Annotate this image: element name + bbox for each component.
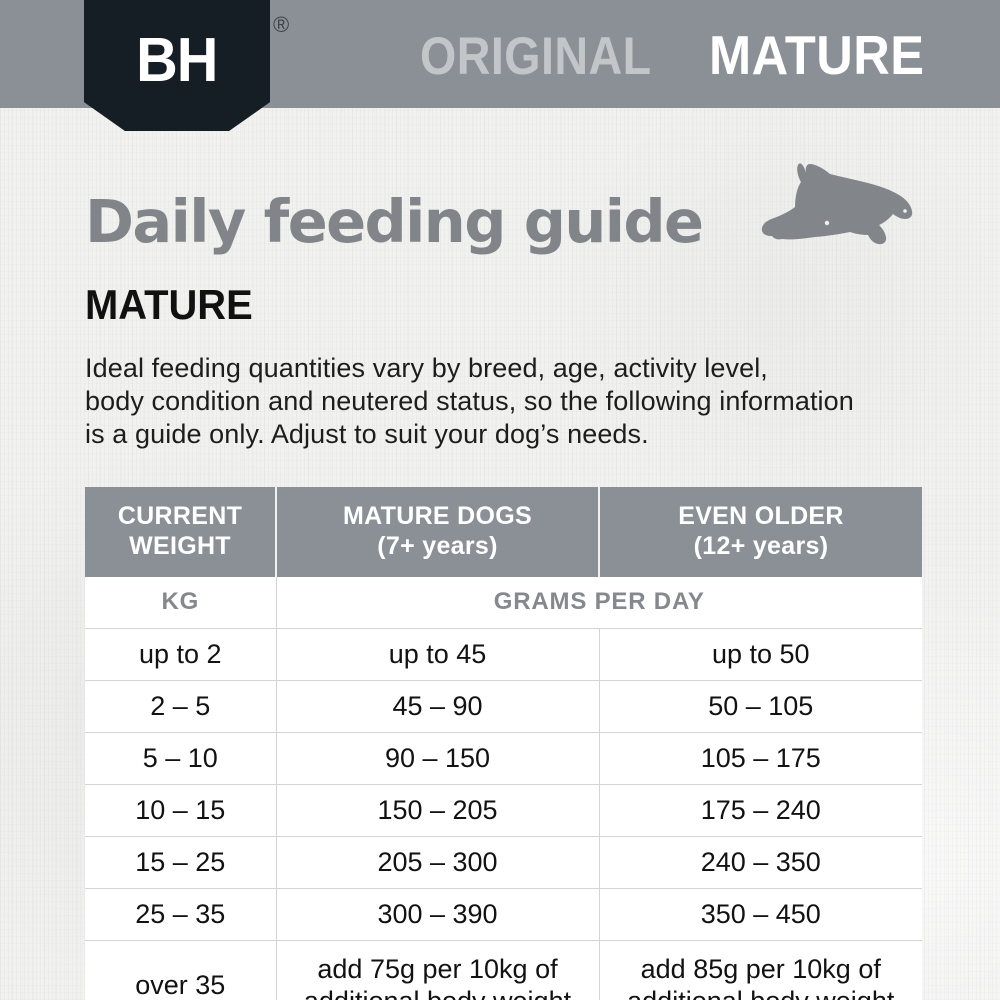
table-row: 15 – 25 205 – 300 240 – 350	[85, 836, 922, 889]
intro-line-2: body condition and neutered status, so t…	[85, 386, 854, 416]
registered-trademark-icon: ®	[273, 12, 290, 37]
product-variant-label: MATURE	[709, 24, 925, 86]
column-header-line-2: (7+ years)	[377, 532, 498, 560]
cell-mature: add 75g per 10kg of additional body weig…	[276, 940, 600, 1000]
cell-mature: 300 – 390	[276, 888, 600, 941]
column-header-line-1: CURRENT	[117, 502, 243, 530]
cell-weight: 25 – 35	[85, 888, 277, 941]
column-header-current-weight: CURRENT WEIGHT	[85, 487, 277, 577]
intro-line-1: Ideal feeding quantities vary by breed, …	[85, 353, 768, 383]
cell-weight: up to 2	[85, 628, 277, 681]
table-row: up to 2 up to 45 up to 50	[85, 628, 922, 681]
intro-paragraph: Ideal feeding quantities vary by breed, …	[85, 352, 915, 451]
table-row: 5 – 10 90 – 150 105 – 175	[85, 732, 922, 785]
cell-mature: 45 – 90	[276, 680, 600, 733]
unit-cell-kg: KG	[85, 577, 277, 629]
cell-weight: 15 – 25	[85, 836, 277, 889]
column-header-line-2: WEIGHT	[129, 532, 231, 560]
cell-weight: over 35	[85, 940, 277, 1000]
page-subtitle: MATURE	[85, 281, 253, 328]
cell-weight: 10 – 15	[85, 784, 277, 837]
cell-line-2: additional body weight	[610, 985, 913, 1000]
table-row: over 35 add 75g per 10kg of additional b…	[85, 940, 922, 1000]
unit-cell-grams-per-day: GRAMS PER DAY	[276, 577, 922, 629]
table-row: 10 – 15 150 – 205 175 – 240	[85, 784, 922, 837]
product-line-label: ORIGINAL	[420, 27, 652, 86]
cell-weight: 5 – 10	[85, 732, 277, 785]
table-body: KG GRAMS PER DAY up to 2 up to 45 up to …	[85, 577, 922, 1000]
feeding-guide-table: CURRENT WEIGHT MATURE DOGS (7+ years) EV…	[85, 487, 922, 1000]
cell-mature: up to 45	[276, 628, 600, 681]
cell-even-older: add 85g per 10kg of additional body weig…	[599, 940, 922, 1000]
column-header-even-older: EVEN OLDER (12+ years)	[599, 487, 922, 577]
table-row: 25 – 35 300 – 390 350 – 450	[85, 888, 922, 941]
cell-line-1: add 75g per 10kg of	[317, 954, 558, 984]
cell-line-2: additional body weight	[287, 985, 589, 1000]
cell-even-older: 105 – 175	[599, 732, 922, 785]
table-header: CURRENT WEIGHT MATURE DOGS (7+ years) EV…	[85, 487, 922, 577]
table-row: 2 – 5 45 – 90 50 – 105	[85, 680, 922, 733]
cell-mature: 150 – 205	[276, 784, 600, 837]
column-header-line-2: (12+ years)	[693, 532, 829, 560]
cell-even-older: 175 – 240	[599, 784, 922, 837]
cell-even-older: 50 – 105	[599, 680, 922, 733]
intro-line-3: is a guide only. Adjust to suit your dog…	[85, 419, 649, 449]
cell-even-older: 350 – 450	[599, 888, 922, 941]
cell-mature: 205 – 300	[276, 836, 600, 889]
lying-dog-silhouette-icon	[760, 155, 940, 265]
table-header-row: CURRENT WEIGHT MATURE DOGS (7+ years) EV…	[85, 487, 922, 577]
column-header-line-1: EVEN OLDER	[678, 502, 844, 530]
cell-line-1: add 85g per 10kg of	[640, 954, 881, 984]
cell-weight: 2 – 5	[85, 680, 277, 733]
column-header-mature-dogs: MATURE DOGS (7+ years)	[276, 487, 600, 577]
brand-logo-text: BH	[136, 26, 218, 95]
brand-logo-shield: BH	[84, 0, 270, 131]
column-header-line-1: MATURE DOGS	[343, 502, 532, 530]
cell-mature: 90 – 150	[276, 732, 600, 785]
table-unit-row: KG GRAMS PER DAY	[85, 577, 922, 629]
banner-title-group: ORIGINAL MATURE	[420, 24, 943, 86]
cell-even-older: up to 50	[599, 628, 922, 681]
page-title: Daily feeding guide	[85, 187, 704, 256]
cell-even-older: 240 – 350	[599, 836, 922, 889]
